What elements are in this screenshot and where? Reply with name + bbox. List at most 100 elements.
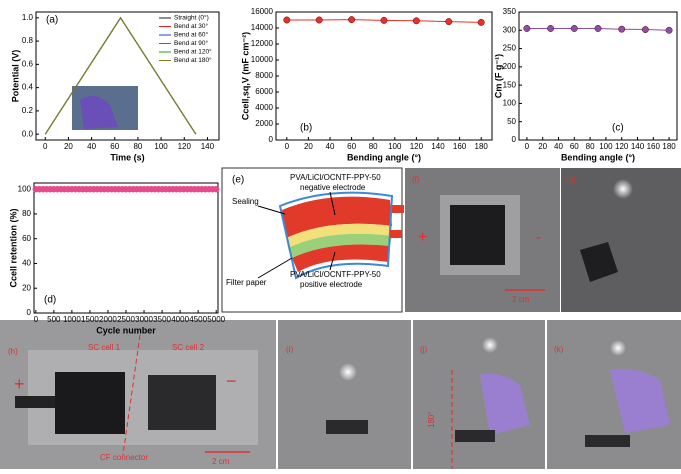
- leader: [257, 205, 286, 215]
- x-tick-label: 140: [431, 142, 445, 151]
- scale: 2 cm: [212, 457, 230, 466]
- divider: [122, 334, 141, 456]
- point: [641, 26, 649, 34]
- y-tick-label: 0.8: [22, 36, 34, 45]
- y-axis-label: Ccell retention (%): [8, 208, 18, 287]
- x-tick-label: 40: [87, 142, 96, 151]
- x-tick-label: 120: [178, 142, 192, 151]
- y-tick-label: 0: [269, 135, 274, 144]
- y-tick-label: 2000: [255, 119, 273, 128]
- led: [613, 179, 633, 199]
- photo-g: (g): [561, 168, 681, 312]
- point: [477, 18, 485, 26]
- x-axis-label: Cycle number: [96, 325, 156, 335]
- point: [547, 25, 555, 32]
- panel-label: (e): [232, 175, 244, 186]
- legend-label: Bend at 60°: [174, 31, 208, 39]
- point: [618, 25, 626, 33]
- point: [570, 25, 578, 32]
- y-tick-label: 8000: [255, 71, 273, 80]
- scale: 2 cm: [512, 295, 530, 304]
- inset-glove: [80, 96, 118, 129]
- y-tick-label: 100: [18, 184, 32, 193]
- cell: [580, 242, 618, 282]
- cell: [326, 420, 368, 434]
- x-tick-label: 80: [133, 142, 142, 151]
- photo: [278, 320, 411, 469]
- point: [348, 16, 356, 24]
- plus: +: [14, 374, 25, 394]
- label: positive electrode: [300, 280, 363, 289]
- layer-bottom: [292, 244, 390, 272]
- layer-top: [282, 196, 392, 238]
- x-tick-label: 160: [453, 142, 467, 151]
- x-tick-label: 60: [347, 142, 356, 151]
- y-tick-label: 40: [22, 259, 31, 268]
- legend-label: Bend at 90°: [174, 39, 208, 47]
- x-tick-label: 4000: [171, 315, 189, 324]
- x-tick-label: 140: [631, 142, 645, 151]
- cell: [455, 430, 495, 442]
- panel-label: (b): [300, 123, 312, 134]
- y-tick-label: 0.2: [22, 106, 34, 115]
- point: [380, 16, 388, 24]
- x-tick-label: 120: [410, 142, 424, 151]
- x-tick-label: 100: [388, 142, 402, 151]
- y-tick-label: 6000: [255, 87, 273, 96]
- glove: [610, 368, 670, 433]
- x-tick-label: 0: [285, 142, 290, 151]
- point: [665, 26, 673, 34]
- x-tick-label: 3500: [153, 315, 171, 324]
- photo-i: (i): [278, 320, 411, 469]
- cell: [585, 435, 630, 447]
- x-tick-label: 0: [525, 142, 530, 151]
- photo-f: (f) + - 2 cm: [405, 168, 560, 312]
- x-tick-label: 80: [369, 142, 378, 151]
- layer-mid: [286, 223, 392, 248]
- plot-frame: [275, 11, 493, 141]
- cell: [148, 375, 216, 430]
- x-tick-label: 100: [599, 142, 613, 151]
- label: negative electrode: [300, 183, 366, 192]
- legend-label: Bend at 180°: [174, 56, 212, 64]
- y-tick-label: 60: [22, 234, 31, 243]
- photo: [413, 320, 545, 469]
- panel-label: (f): [412, 175, 420, 184]
- panel-label: (g): [566, 175, 576, 184]
- y-tick-label: 350: [503, 7, 517, 16]
- minus: -: [536, 229, 541, 246]
- point: [212, 185, 220, 193]
- y-tick-label: 0.6: [22, 59, 34, 68]
- x-tick-label: 1000: [63, 315, 81, 324]
- photo-k: (k): [547, 320, 681, 469]
- photo-h: (h) SC cell 1 SC cell 2 + − CF connector…: [0, 320, 276, 469]
- label: Sealing: [232, 197, 259, 206]
- y-tick-label: 50: [507, 117, 516, 126]
- x-tick-label: 5000: [207, 315, 225, 324]
- x-tick-label: 3000: [135, 315, 153, 324]
- tab: [392, 205, 404, 213]
- panel-label: (d): [44, 295, 56, 306]
- x-tick-label: 20: [64, 142, 73, 151]
- y-tick-label: 200: [503, 62, 517, 71]
- minus: −: [226, 371, 237, 391]
- x-tick-label: 40: [326, 142, 335, 151]
- x-axis-label: Bending angle (°): [347, 152, 421, 162]
- series-line: [44, 16, 197, 135]
- point: [523, 25, 531, 32]
- leader: [329, 191, 336, 216]
- glove: [480, 373, 530, 435]
- x-tick-label: 500: [47, 315, 61, 324]
- label: Filter paper: [226, 278, 267, 287]
- panel-label: (k): [554, 345, 564, 354]
- x-tick-label: 180: [475, 142, 489, 151]
- plot-frame: [35, 11, 220, 141]
- led: [610, 340, 626, 356]
- y-tick-label: 0: [512, 135, 517, 144]
- x-axis-label: Time (s): [110, 152, 144, 162]
- x-tick-label: 0: [43, 142, 48, 151]
- panel-label: (h): [8, 347, 18, 356]
- legend-label: Bend at 30°: [174, 22, 208, 30]
- point: [445, 18, 453, 26]
